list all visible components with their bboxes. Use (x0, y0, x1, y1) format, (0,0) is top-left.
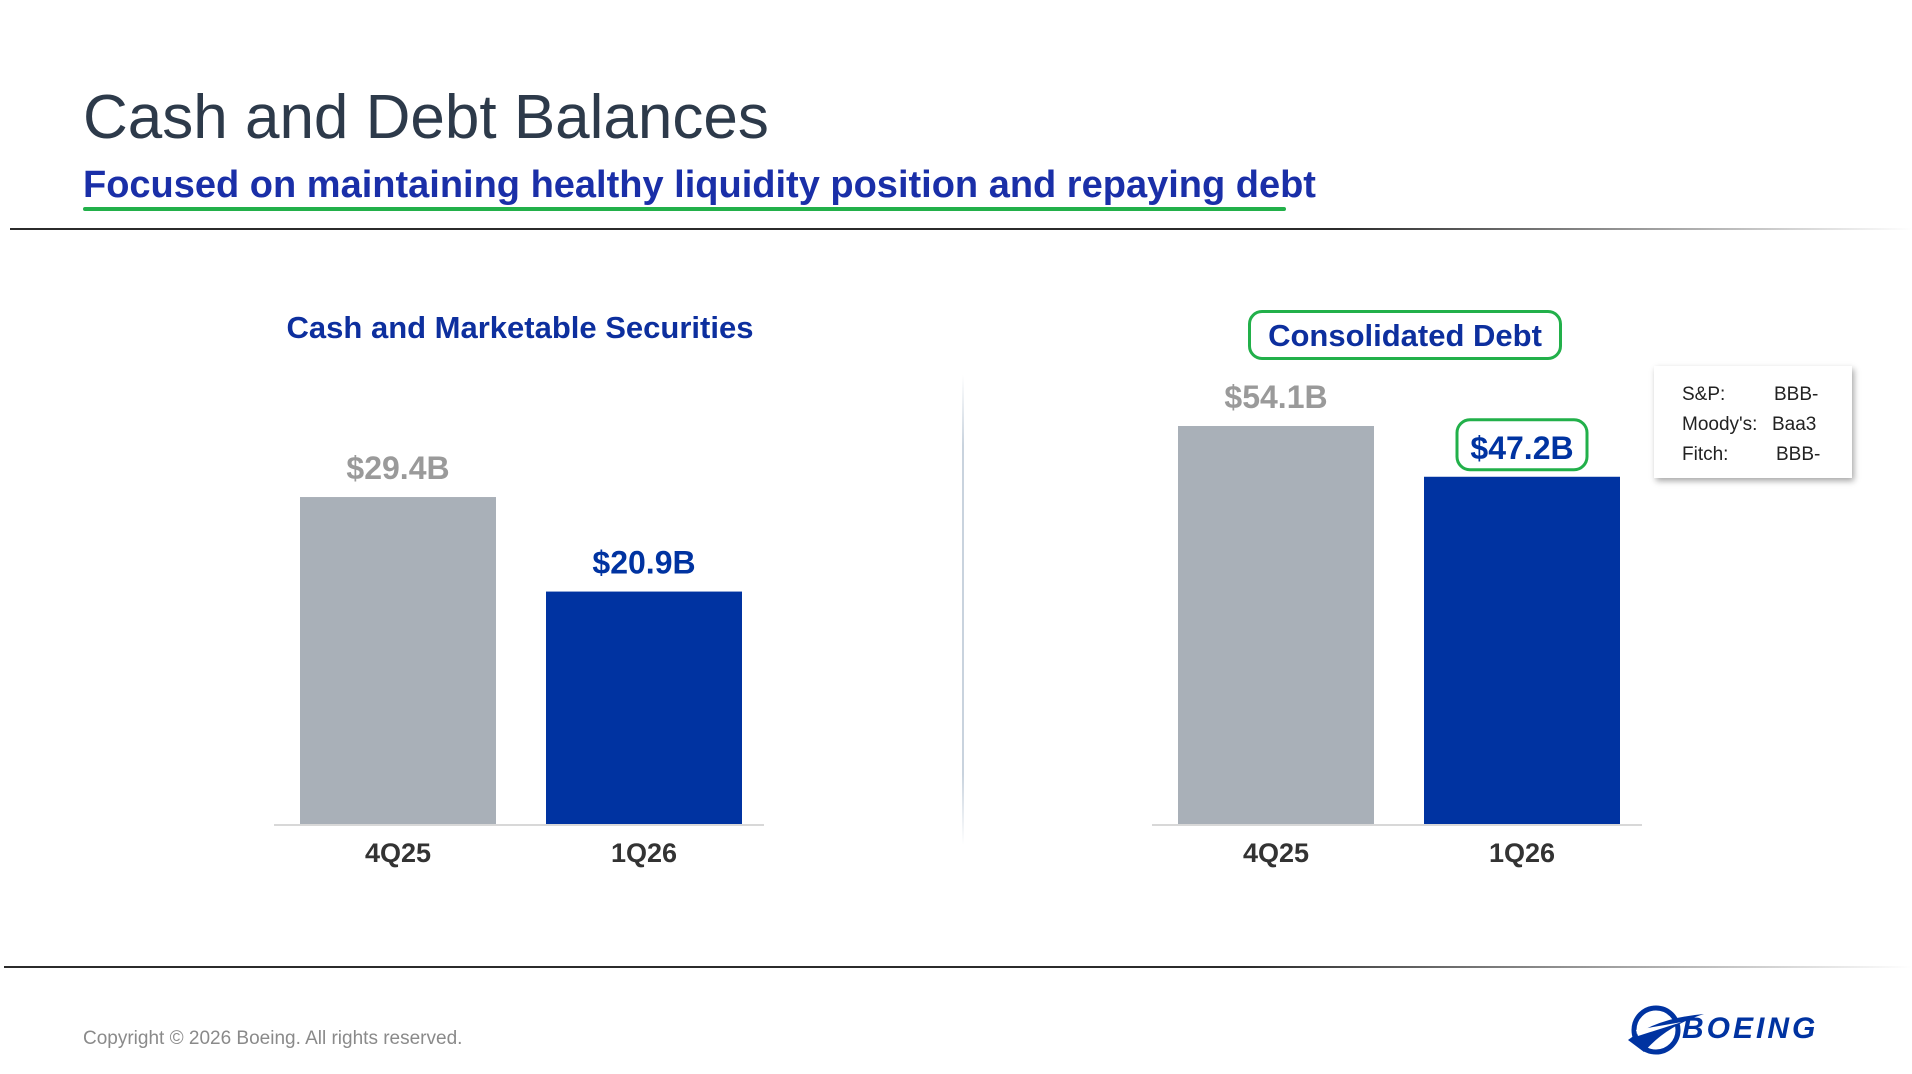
bar-4q25 (300, 497, 496, 824)
header-divider (10, 228, 1912, 230)
boeing-logo: BOEING (1628, 1005, 1818, 1055)
value-label: $29.4B (346, 450, 449, 486)
cash-bar-chart: $29.4B 4Q25 $20.9B 1Q26 (274, 450, 764, 868)
credit-ratings-box: S&P: BBB- Moody's: Baa3 Fitch: BBB- (1654, 366, 1852, 478)
cash-chart-title: Cash and Marketable Securities (286, 310, 754, 345)
bar-1q26 (546, 591, 742, 824)
debt-bar-chart: $54.1B 4Q25 $47.2B 1Q26 (1152, 379, 1642, 868)
bar-1q26 (1424, 476, 1620, 824)
category-label: 1Q26 (611, 838, 677, 868)
slide-title: Cash and Debt Balances (83, 83, 769, 152)
value-label: $54.1B (1224, 379, 1327, 415)
footer-divider (4, 966, 1912, 968)
chart-separator (962, 375, 964, 845)
rating-agency: S&P: (1682, 384, 1726, 405)
value-label: $47.2B (1470, 430, 1573, 466)
value-label: $20.9B (592, 545, 695, 581)
bar-4q25 (1178, 426, 1374, 824)
copyright-text: Copyright © 2026 Boeing. All rights rese… (83, 1028, 463, 1049)
boeing-wordmark: BOEING (1682, 1012, 1818, 1045)
category-label: 4Q25 (1243, 838, 1309, 868)
rating-agency: Moody's: (1682, 414, 1758, 435)
slide-subtitle: Focused on maintaining healthy liquidity… (83, 164, 1316, 206)
rating-value: BBB- (1774, 384, 1819, 405)
rating-agency: Fitch: (1682, 444, 1729, 465)
category-label: 4Q25 (365, 838, 431, 868)
value-label-highlight (1455, 418, 1589, 472)
rating-value: BBB- (1776, 444, 1821, 465)
debt-chart-title: Consolidated Debt (1248, 310, 1562, 360)
rating-value: Baa3 (1772, 414, 1817, 435)
subtitle-highlight-underline (83, 207, 1286, 211)
boeing-symbol-icon (1628, 1005, 1704, 1055)
category-label: 1Q26 (1489, 838, 1555, 868)
